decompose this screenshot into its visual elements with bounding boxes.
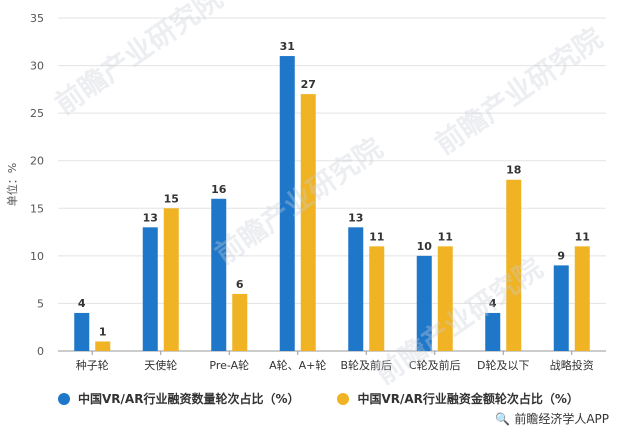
legend-item-amount: 中国VR/AR行业融资金额轮次占比（%） <box>337 390 579 407</box>
data-label: 31 <box>280 40 295 53</box>
data-label: 18 <box>506 164 521 177</box>
legend-label-count: 中国VR/AR行业融资数量轮次占比（%） <box>78 392 300 406</box>
bar <box>437 246 453 351</box>
bar <box>416 255 432 351</box>
data-label: 9 <box>557 249 565 262</box>
bar <box>574 246 590 351</box>
data-label: 11 <box>438 230 453 243</box>
data-label: 4 <box>489 297 497 310</box>
x-tick-label: B轮及前后 <box>340 358 392 372</box>
x-tick-label: D轮及以下 <box>477 358 529 372</box>
data-label: 11 <box>575 230 590 243</box>
bar <box>163 208 179 351</box>
data-label: 13 <box>348 211 363 224</box>
bar <box>506 179 522 351</box>
y-tick-label: 20 <box>30 155 44 168</box>
data-label: 1 <box>99 325 107 338</box>
x-tick-label: 战略投资 <box>550 358 594 372</box>
y-tick-label: 10 <box>30 250 44 263</box>
y-tick-label: 5 <box>37 297 44 310</box>
y-axis-label: 单位：% <box>5 163 19 206</box>
bar <box>95 341 111 351</box>
legend-label-amount: 中国VR/AR行业融资金额轮次占比（%） <box>357 392 579 406</box>
bar <box>279 56 295 352</box>
legend-item-count: 中国VR/AR行业融资数量轮次占比（%） <box>58 390 299 407</box>
bar <box>553 265 569 351</box>
legend-swatch-amount <box>337 392 350 405</box>
data-label: 6 <box>236 278 244 291</box>
bar <box>232 293 248 351</box>
legend: 中国VR/AR行业融资数量轮次占比（%） 中国VR/AR行业融资金额轮次占比（%… <box>58 390 579 407</box>
bar <box>485 312 501 351</box>
data-label: 10 <box>417 240 433 253</box>
wechat-icon: 🔍 <box>495 411 511 426</box>
data-label: 15 <box>164 192 179 205</box>
y-tick-label: 0 <box>37 345 44 358</box>
x-tick-label: A轮、A+轮 <box>269 358 326 372</box>
legend-swatch-count <box>58 392 70 405</box>
data-label: 27 <box>301 78 316 91</box>
data-label: 13 <box>143 211 158 224</box>
bar <box>348 227 364 351</box>
y-tick-label: 30 <box>30 60 44 73</box>
bar <box>211 198 227 351</box>
bar <box>74 312 90 351</box>
source-text: 前瞻经济学人APP <box>514 412 609 426</box>
bar <box>142 227 158 351</box>
data-label: 4 <box>78 297 86 310</box>
bar <box>369 246 385 351</box>
x-tick-label: Pre-A轮 <box>209 358 249 372</box>
y-tick-label: 35 <box>30 12 44 25</box>
data-label: 11 <box>369 230 384 243</box>
y-tick-label: 25 <box>30 107 44 120</box>
y-tick-label: 15 <box>30 202 44 215</box>
source-credit: 🔍 前瞻经济学人APP <box>495 410 609 427</box>
data-label: 16 <box>211 183 227 196</box>
x-tick-label: C轮及前后 <box>409 358 461 372</box>
x-tick-label: 天使轮 <box>144 358 177 372</box>
bar <box>300 94 316 351</box>
x-tick-label: 种子轮 <box>76 358 109 372</box>
